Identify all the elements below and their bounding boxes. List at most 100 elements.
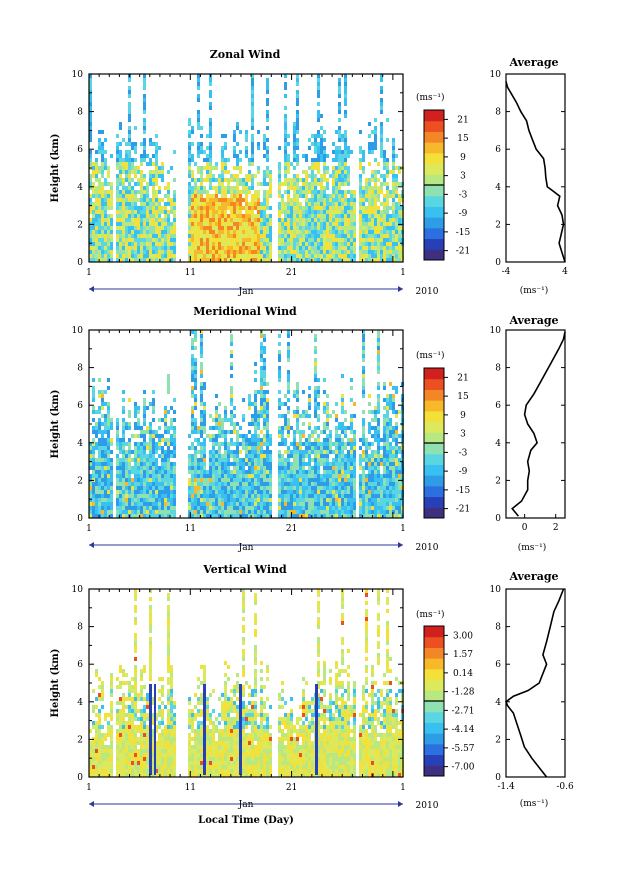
heatmap-cell xyxy=(293,390,296,394)
heatmap-cell xyxy=(119,506,122,510)
heatmap-cell xyxy=(368,250,371,254)
heatmap-cell xyxy=(161,226,164,230)
colorbar-swatch xyxy=(424,174,444,186)
heatmap-cell xyxy=(119,170,122,174)
heatmap-cell xyxy=(260,202,263,206)
heatmap-cell xyxy=(398,234,401,238)
heatmap-cell xyxy=(344,134,347,138)
heatmap-cell xyxy=(326,222,329,226)
heatmap-cell xyxy=(371,482,374,486)
heatmap-cell xyxy=(152,234,155,238)
heatmap-cell xyxy=(350,514,353,518)
heatmap-cell xyxy=(218,258,221,262)
heatmap-cell xyxy=(284,126,287,130)
heatmap-cell xyxy=(293,214,296,218)
heatmap-cell xyxy=(365,498,368,502)
heatmap-cell xyxy=(326,230,329,234)
heatmap-cell xyxy=(350,438,353,442)
heatmap-cell xyxy=(140,486,143,490)
heatmap-cell xyxy=(254,214,257,218)
heatmap-cell xyxy=(299,258,302,262)
heatmap-cell xyxy=(128,78,131,82)
heatmap-cell xyxy=(254,390,257,394)
heatmap-cell xyxy=(98,474,101,478)
heatmap-cell xyxy=(116,202,119,206)
heatmap-cell xyxy=(371,474,374,478)
heatmap-cell xyxy=(164,462,167,466)
heatmap-cell xyxy=(296,394,299,398)
heatmap-cell xyxy=(326,494,329,498)
heatmap-cell xyxy=(137,486,140,490)
heatmap-cell xyxy=(224,446,227,450)
heatmap-cell xyxy=(155,134,158,138)
heatmap-cell xyxy=(167,382,170,386)
heatmap-cell xyxy=(398,226,401,230)
heatmap-cell xyxy=(239,158,242,162)
heatmap-cell xyxy=(221,210,224,214)
heatmap-cell xyxy=(143,222,146,226)
heatmap-cell xyxy=(383,182,386,186)
heatmap-cell xyxy=(92,466,95,470)
heatmap-cell xyxy=(383,214,386,218)
heatmap-cell xyxy=(233,190,236,194)
heatmap-cell xyxy=(311,430,314,434)
heatmap-cell xyxy=(260,354,263,358)
heatmap-cell xyxy=(128,162,131,166)
heatmap-cell xyxy=(383,246,386,250)
heatmap-cell xyxy=(320,450,323,454)
heatmap-cell xyxy=(353,462,356,466)
heatmap-cell xyxy=(251,514,254,518)
heatmap-cell xyxy=(284,250,287,254)
heatmap-cell xyxy=(224,218,227,222)
heatmap-cell xyxy=(266,158,269,162)
heatmap-cell xyxy=(362,498,365,502)
heatmap-cell xyxy=(197,482,200,486)
heatmap-cell xyxy=(134,206,137,210)
heatmap-cell xyxy=(362,334,365,338)
heatmap-cell xyxy=(215,450,218,454)
heatmap-cell xyxy=(335,462,338,466)
heatmap-cell xyxy=(119,446,122,450)
heatmap-cell xyxy=(248,206,251,210)
heatmap-cell xyxy=(326,514,329,518)
heatmap-cell xyxy=(362,450,365,454)
heatmap-cell xyxy=(281,474,284,478)
heatmap-cell xyxy=(122,422,125,426)
heatmap-cell xyxy=(236,238,239,242)
heatmap-cell xyxy=(116,426,119,430)
heatmap-cell xyxy=(239,170,242,174)
heatmap-cell xyxy=(152,434,155,438)
heatmap-cell xyxy=(251,242,254,246)
heatmap-cell xyxy=(170,474,173,478)
heatmap-cell xyxy=(230,234,233,238)
heatmap-cell xyxy=(170,230,173,234)
heatmap-cell xyxy=(377,514,380,518)
heatmap-cell xyxy=(323,198,326,202)
heatmap-cell xyxy=(251,122,254,126)
heatmap-cell xyxy=(221,478,224,482)
heatmap-cell xyxy=(128,118,131,122)
heatmap-cell xyxy=(122,514,125,518)
heatmap-cell xyxy=(287,474,290,478)
heatmap-cell xyxy=(260,350,263,354)
heatmap-cell xyxy=(359,206,362,210)
heatmap-cell xyxy=(314,234,317,238)
heatmap-cell xyxy=(107,218,110,222)
heatmap-cell xyxy=(311,162,314,166)
heatmap-cell xyxy=(287,378,290,382)
heatmap-cell xyxy=(341,402,344,406)
heatmap-cell xyxy=(308,242,311,246)
heatmap-cell xyxy=(302,182,305,186)
heatmap-cell xyxy=(374,130,377,134)
heatmap-cell xyxy=(107,498,110,502)
heatmap-cell xyxy=(359,182,362,186)
heatmap-cell xyxy=(116,178,119,182)
heatmap-cell xyxy=(173,218,176,222)
heatmap-cell xyxy=(371,222,374,226)
heatmap-cell xyxy=(233,258,236,262)
heatmap-cell xyxy=(98,222,101,226)
heatmap-cell xyxy=(128,178,131,182)
heatmap-cell xyxy=(164,226,167,230)
heatmap-cell xyxy=(314,450,317,454)
